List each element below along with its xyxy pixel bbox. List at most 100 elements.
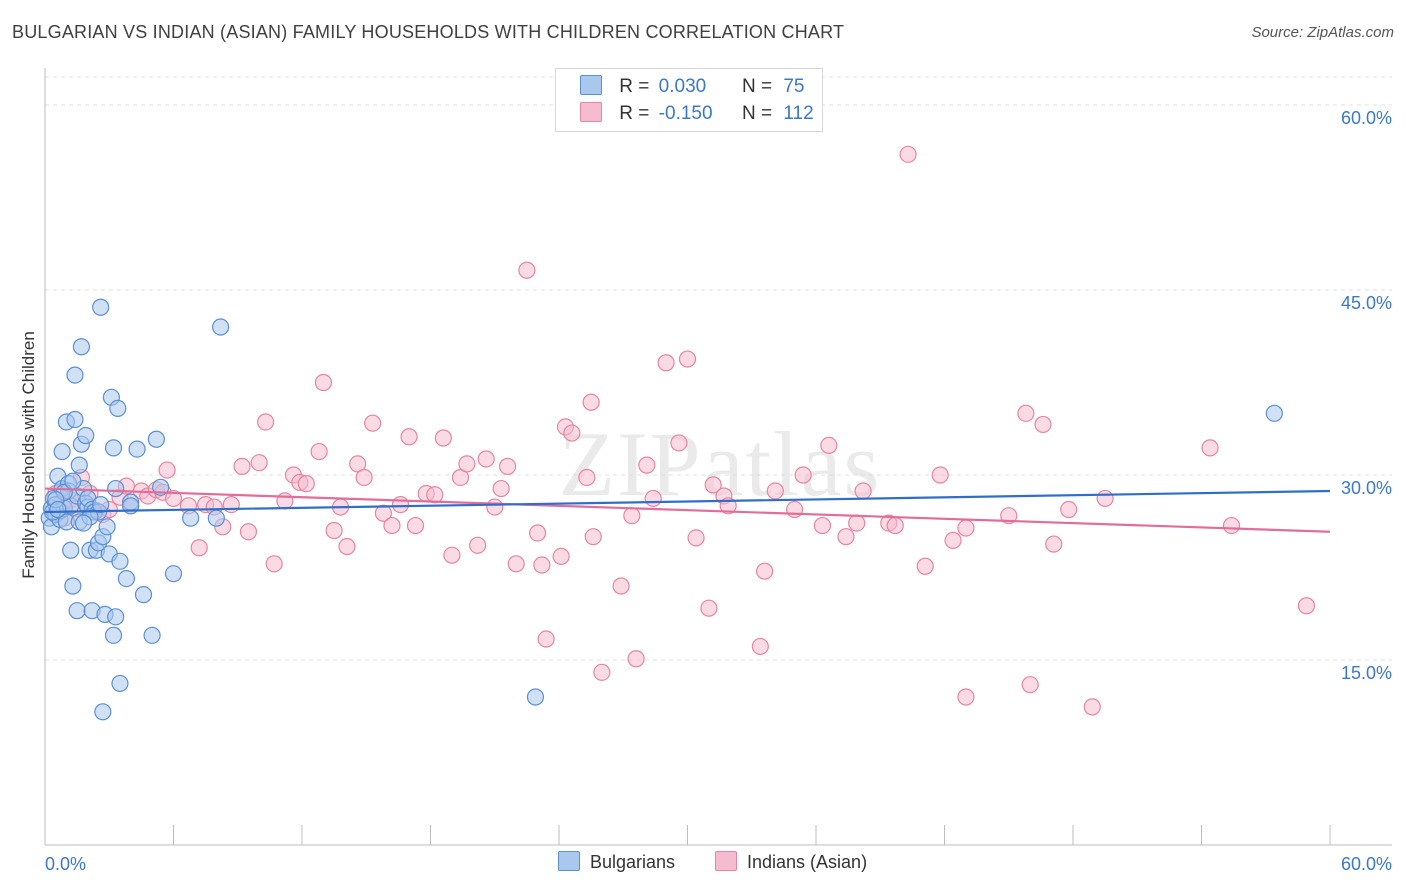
indian-point bbox=[931, 466, 949, 484]
bulgarian-point bbox=[134, 586, 153, 604]
indian-point bbox=[854, 482, 872, 500]
indian-point bbox=[678, 350, 697, 368]
bulgarian-point bbox=[92, 298, 110, 316]
indian-point bbox=[374, 504, 392, 522]
trend-lines bbox=[44, 487, 1331, 533]
indian-point bbox=[612, 577, 630, 595]
indian-point bbox=[687, 529, 705, 547]
source-label: Source: ZipAtlas.com bbox=[1251, 24, 1394, 41]
legend-label: Bulgarians bbox=[590, 852, 676, 872]
r-value: 0.030 bbox=[658, 76, 707, 97]
indian-point bbox=[250, 454, 268, 472]
indian-point bbox=[957, 688, 975, 706]
bulgarian-point bbox=[207, 509, 225, 527]
x-tick-label: 60.0% bbox=[1341, 854, 1392, 874]
bulgarian-point bbox=[70, 456, 88, 474]
indian-point bbox=[582, 393, 600, 411]
indian-point bbox=[364, 414, 382, 432]
indian-point bbox=[507, 555, 525, 573]
bulgarian-point bbox=[104, 439, 123, 457]
r-value: -0.150 bbox=[658, 103, 713, 124]
legend-row-indians: R = -0.150 N = 112 bbox=[580, 102, 814, 126]
indian-point bbox=[158, 461, 176, 479]
indian-point bbox=[469, 536, 487, 554]
indian-point bbox=[477, 450, 495, 468]
indian-point bbox=[623, 507, 641, 525]
indian-point bbox=[426, 486, 444, 504]
indian-point bbox=[837, 528, 855, 546]
indian-trend-line bbox=[44, 487, 1331, 533]
indian-point bbox=[766, 482, 784, 500]
indian-point bbox=[383, 516, 401, 535]
indian-point bbox=[657, 354, 675, 372]
indian-point bbox=[1297, 597, 1316, 615]
indian-point bbox=[256, 413, 275, 431]
indian-point bbox=[704, 476, 722, 494]
indian-point bbox=[820, 436, 838, 454]
bulgarian-point bbox=[53, 442, 71, 461]
axes bbox=[44, 68, 1392, 846]
n-label: N = bbox=[741, 76, 773, 97]
indian-point bbox=[1021, 676, 1039, 694]
legend-item-bulgarians: Bulgarians bbox=[558, 851, 675, 873]
bulgarian-point bbox=[74, 514, 93, 532]
bulgarian-point bbox=[98, 518, 116, 536]
indian-point bbox=[848, 514, 866, 532]
bulgarian-point bbox=[64, 577, 82, 595]
bulgarian-point bbox=[66, 366, 84, 384]
indian-point bbox=[1201, 439, 1219, 457]
indian-point bbox=[1034, 415, 1052, 434]
bulgarian-trend-line bbox=[44, 489, 1331, 514]
indian-point bbox=[222, 496, 240, 514]
indian-point bbox=[1222, 516, 1241, 535]
indian-point bbox=[458, 455, 476, 473]
indian-point bbox=[944, 531, 962, 549]
indian-point bbox=[355, 468, 373, 487]
indian-point bbox=[755, 562, 774, 580]
n-value: 112 bbox=[783, 103, 814, 124]
indian-point bbox=[239, 523, 258, 541]
r-label: R = bbox=[619, 76, 650, 97]
tick-labels: 15.0% 30.0% 45.0% 60.0% 0.0% 60.0% bbox=[45, 108, 1392, 874]
bulgarian-point bbox=[128, 440, 146, 458]
indian-point bbox=[627, 650, 645, 668]
indians-points bbox=[47, 145, 1316, 716]
legend-item-indians: Indians (Asian) bbox=[715, 851, 867, 873]
bulgarian-point bbox=[92, 496, 110, 514]
r-label: R = bbox=[619, 103, 650, 124]
indian-point bbox=[443, 546, 461, 564]
indian-point bbox=[552, 547, 570, 566]
bulgarian-point bbox=[68, 602, 86, 620]
bulgarian-point bbox=[182, 509, 200, 527]
bulgarian-point bbox=[64, 472, 82, 490]
indian-point bbox=[1000, 507, 1018, 525]
indian-point bbox=[670, 434, 688, 452]
indian-point bbox=[785, 500, 804, 519]
indian-point bbox=[338, 537, 356, 556]
indian-point bbox=[584, 528, 602, 546]
indian-point bbox=[563, 424, 581, 442]
indian-point bbox=[314, 373, 333, 392]
indian-point bbox=[434, 429, 452, 447]
bulgarian-point bbox=[212, 318, 230, 336]
indian-point bbox=[1017, 404, 1035, 422]
indian-point bbox=[486, 498, 504, 516]
indian-point bbox=[1096, 489, 1114, 508]
bulgarian-point bbox=[117, 569, 135, 588]
indian-point bbox=[391, 496, 410, 514]
indian-point bbox=[1083, 698, 1101, 716]
indian-point bbox=[528, 524, 547, 542]
indian-point bbox=[325, 521, 343, 540]
chart-title: BULGARIAN VS INDIAN (ASIAN) FAMILY HOUSE… bbox=[12, 22, 845, 42]
indian-point bbox=[886, 516, 904, 535]
indian-point bbox=[957, 519, 975, 537]
bulgarian-point bbox=[104, 626, 123, 644]
indian-point bbox=[644, 489, 662, 508]
y-tick-label: 45.0% bbox=[1341, 293, 1392, 313]
n-label: N = bbox=[741, 103, 773, 124]
y-tick-label: 15.0% bbox=[1341, 663, 1392, 683]
bulgarian-point bbox=[107, 608, 125, 626]
indian-point bbox=[406, 516, 425, 535]
indian-point bbox=[813, 516, 832, 535]
indian-point bbox=[499, 457, 517, 475]
